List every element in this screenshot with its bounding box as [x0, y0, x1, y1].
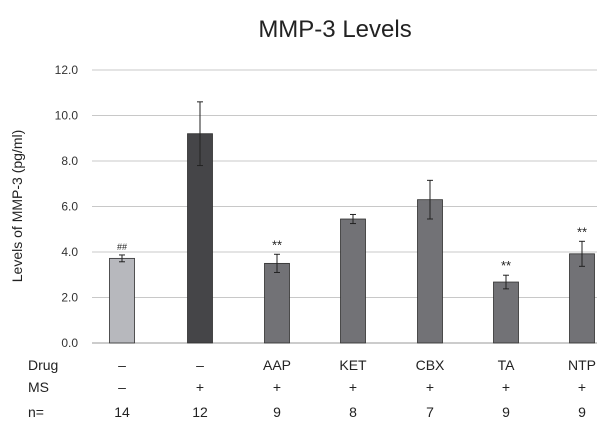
table-cell-drug: AAP: [263, 357, 291, 373]
table-cell-ms: +: [578, 379, 586, 395]
row-label: Drug: [28, 357, 58, 373]
y-tick-label: 0.0: [61, 336, 78, 350]
condition-table: Drug – – AAP KET CBX TA NTP MS – + + + + + + n= 14 12 9 8 7 9 9: [28, 357, 596, 420]
bar: [569, 253, 595, 344]
bar: [340, 218, 366, 344]
table-cell-n: 9: [578, 404, 586, 420]
y-tick-label: 10.0: [55, 109, 79, 123]
table-cell-ms: –: [118, 379, 126, 395]
table-cell-drug: CBX: [416, 357, 445, 373]
bar: [264, 262, 290, 344]
y-axis-ticks: 0.0 2.0 4.0 6.0 8.0 10.0 12.0: [55, 63, 79, 350]
table-cell-drug: TA: [498, 357, 516, 373]
table-cell-n: 8: [349, 404, 357, 420]
y-tick-label: 6.0: [61, 200, 78, 214]
y-tick-label: 2.0: [61, 291, 78, 305]
significance-marker: **: [501, 258, 511, 273]
bar: [187, 133, 213, 344]
table-cell-drug: –: [118, 357, 126, 373]
significance-marker: **: [272, 237, 282, 252]
bar: [417, 199, 443, 344]
table-cell-ms: +: [196, 379, 204, 395]
row-label: MS: [28, 379, 49, 395]
table-cell-ms: +: [502, 379, 510, 395]
table-cell-n: 9: [273, 404, 281, 420]
table-cell-ms: +: [273, 379, 281, 395]
table-cell-ms: +: [426, 379, 434, 395]
bars: [109, 133, 595, 344]
table-cell-ms: +: [349, 379, 357, 395]
table-cell-n: 14: [114, 404, 130, 420]
y-axis-label: Levels of MMP-3 (pg/ml): [9, 130, 25, 282]
y-tick-label: 4.0: [61, 245, 78, 259]
y-tick-label: 8.0: [61, 154, 78, 168]
bar: [109, 257, 135, 344]
significance-marker: ##: [117, 242, 127, 252]
table-cell-drug: –: [196, 357, 204, 373]
error-bars: [119, 101, 585, 290]
row-label: n=: [28, 404, 44, 420]
annotations: ## ** ** **: [117, 224, 587, 273]
table-cell-n: 7: [426, 404, 434, 420]
significance-marker: **: [577, 224, 587, 239]
table-cell-drug: KET: [339, 357, 367, 373]
bar: [493, 281, 519, 344]
y-tick-label: 12.0: [55, 63, 79, 77]
chart-title: MMP-3 Levels: [258, 16, 411, 43]
table-cell-n: 12: [192, 404, 208, 420]
table-cell-n: 9: [502, 404, 510, 420]
table-cell-drug: NTP: [568, 357, 596, 373]
